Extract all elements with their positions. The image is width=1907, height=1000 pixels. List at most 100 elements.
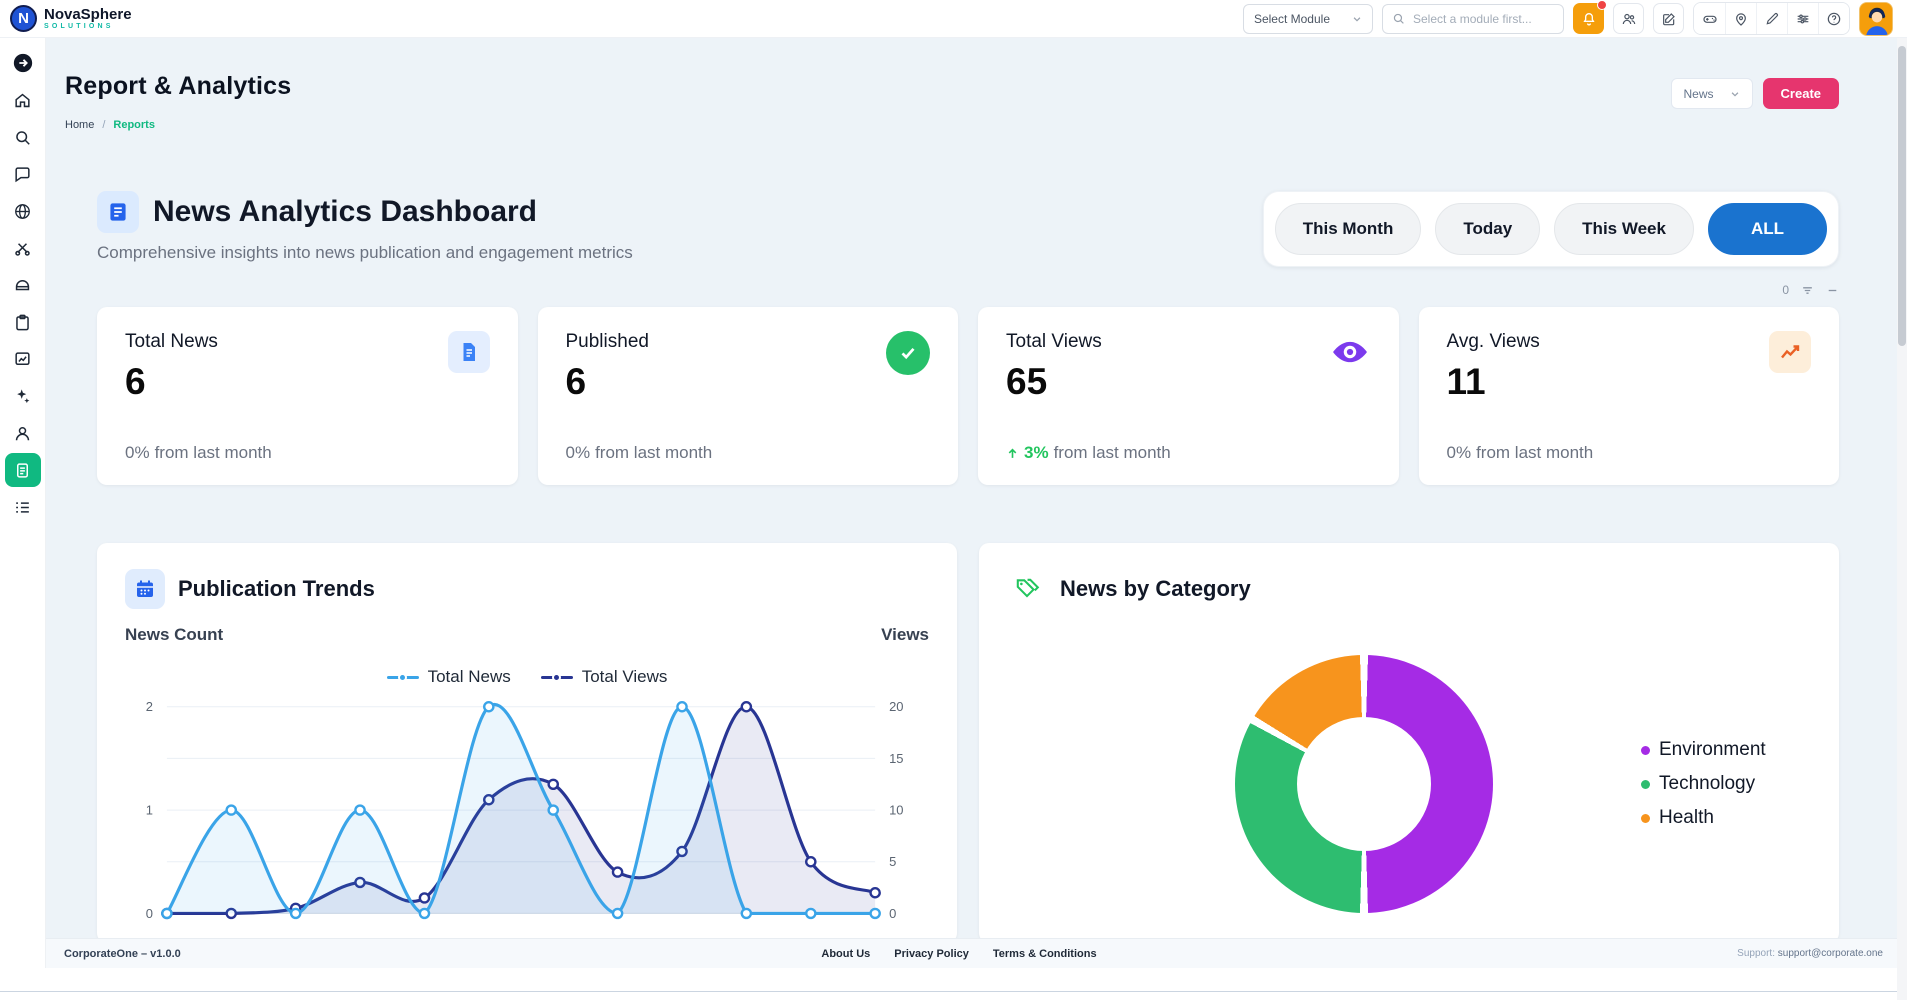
vertical-scrollbar — [1897, 38, 1907, 1000]
legend-swatch — [540, 672, 573, 682]
legend-item-total-news[interactable]: Total News — [386, 667, 511, 687]
location-button[interactable] — [1725, 3, 1756, 34]
sidebar-item-tools[interactable] — [5, 231, 41, 265]
avatar[interactable] — [1859, 1, 1893, 36]
svg-text:15: 15 — [889, 751, 903, 766]
notification-badge — [1597, 0, 1607, 10]
legend-dot — [1641, 779, 1650, 789]
users-icon — [1621, 11, 1637, 27]
sidebar-item-tasks[interactable] — [5, 305, 41, 339]
sidebar-item-ai[interactable] — [5, 379, 41, 413]
panel-zero-control[interactable]: 0 — [1782, 283, 1789, 297]
stat-change: 3% from last month — [1006, 443, 1171, 463]
filter-today[interactable]: Today — [1435, 203, 1541, 255]
breadcrumb-separator: / — [102, 119, 106, 131]
stat-card-total-views: Total Views 65 3% fro — [978, 307, 1399, 485]
compose-button[interactable] — [1653, 3, 1684, 34]
user-icon — [13, 424, 32, 443]
sidebar-item-search[interactable] — [5, 120, 41, 154]
document-icon — [13, 461, 32, 480]
entity-select-label: News — [1683, 86, 1714, 101]
stat-value: 6 — [125, 361, 146, 402]
stat-label: Published — [565, 331, 649, 352]
stat-label: Avg. Views — [1446, 331, 1540, 352]
bottom-whitespace — [0, 968, 1907, 1000]
topbar: N NovaSphere SOLUTIONS Select Module — [0, 0, 1907, 38]
svg-text:5: 5 — [889, 854, 896, 869]
sliders-icon — [1795, 11, 1811, 27]
sparkles-icon — [13, 387, 32, 406]
globe-icon — [13, 202, 32, 221]
page-header: Report & Analytics Home / Reports News — [65, 72, 1839, 131]
compose-icon — [1661, 11, 1677, 27]
svg-text:20: 20 — [889, 699, 903, 714]
dashboard-title: News Analytics Dashboard — [153, 195, 538, 228]
module-select-label: Select Module — [1253, 11, 1330, 26]
settings-button[interactable] — [1787, 3, 1818, 34]
donut-chart — [1235, 655, 1493, 913]
sidebar-item-reports[interactable] — [4, 453, 41, 487]
news-by-category-card: News by Category Environment — [979, 543, 1839, 943]
breadcrumb-home[interactable]: Home — [65, 119, 95, 131]
left-axis-caption: News Count — [125, 625, 224, 644]
stat-label: Total News — [125, 331, 218, 352]
up-arrow-icon — [1006, 447, 1019, 460]
sidebar-item-analytics[interactable] — [5, 342, 41, 376]
legend-item-environment[interactable]: Environment — [1641, 739, 1766, 761]
legend-item-health[interactable]: Health — [1641, 807, 1766, 829]
panel-filter-icon[interactable] — [1801, 284, 1814, 297]
module-select[interactable]: Select Module — [1242, 3, 1373, 34]
brand-subtitle: SOLUTIONS — [44, 22, 114, 30]
panel-collapse-icon[interactable] — [1826, 284, 1839, 297]
chat-icon — [13, 165, 32, 184]
trend-legend: Total News Total Views — [125, 667, 929, 687]
stat-label: Total Views — [1006, 331, 1102, 352]
scrollbar-thumb[interactable] — [1898, 46, 1906, 346]
right-axis-caption: Views — [881, 625, 929, 644]
sidebar-item-home[interactable] — [5, 83, 41, 117]
notifications-button[interactable] — [1573, 0, 1607, 34]
sidebar-item-checklist[interactable] — [5, 490, 41, 524]
module-search-input[interactable] — [1411, 10, 1554, 27]
sidebar-item-chat[interactable] — [5, 157, 41, 191]
controller-button[interactable] — [1694, 3, 1725, 34]
helmet-icon — [13, 276, 32, 295]
legend-dot — [1641, 745, 1650, 755]
footer-links: About Us Privacy Policy Terms & Conditio… — [821, 948, 1096, 960]
controller-icon — [1702, 11, 1718, 27]
eye-icon — [1329, 331, 1371, 373]
date-filter-group: This Month Today This Week ALL — [1262, 191, 1839, 267]
charts-row: Publication Trends News Count Views Tota… — [97, 543, 1839, 943]
filter-this-week[interactable]: This Week — [1554, 203, 1694, 255]
search-icon — [13, 128, 32, 147]
help-button[interactable] — [1818, 3, 1849, 34]
sidebar-item-profile[interactable] — [5, 416, 41, 450]
stat-change: 0% from last month — [125, 443, 272, 462]
panel-controls: 0 — [97, 283, 1839, 297]
support-email[interactable]: support@corporate.one — [1777, 948, 1883, 959]
entity-select[interactable]: News — [1670, 78, 1753, 109]
brand: N NovaSphere SOLUTIONS — [10, 5, 132, 32]
tags-icon — [1007, 569, 1047, 609]
footer-link-terms[interactable]: Terms & Conditions — [992, 947, 1097, 960]
topbar-actions: Select Module — [1242, 0, 1893, 36]
legend-item-total-views[interactable]: Total Views — [540, 667, 667, 687]
stat-value: 6 — [565, 361, 587, 402]
sidebar-item-globe[interactable] — [5, 194, 41, 228]
stat-card-published: Published 6 0% from l — [537, 307, 958, 485]
filter-this-month[interactable]: This Month — [1274, 203, 1422, 255]
legend-dot — [1641, 813, 1650, 823]
edit-button[interactable] — [1756, 3, 1787, 34]
footer-link-privacy[interactable]: Privacy Policy — [894, 947, 969, 960]
legend-item-technology[interactable]: Technology — [1641, 773, 1766, 795]
svg-text:2: 2 — [146, 699, 153, 714]
stat-change: 0% from last month — [565, 443, 713, 462]
users-button[interactable] — [1613, 3, 1644, 34]
sidebar-item-support[interactable] — [5, 268, 41, 302]
footer-link-about[interactable]: About Us — [821, 947, 871, 960]
create-button[interactable]: Create — [1762, 78, 1839, 109]
sidebar-item-collapse[interactable] — [5, 46, 41, 80]
filter-all[interactable]: ALL — [1707, 203, 1827, 255]
chart-title: Publication Trends — [178, 576, 375, 601]
